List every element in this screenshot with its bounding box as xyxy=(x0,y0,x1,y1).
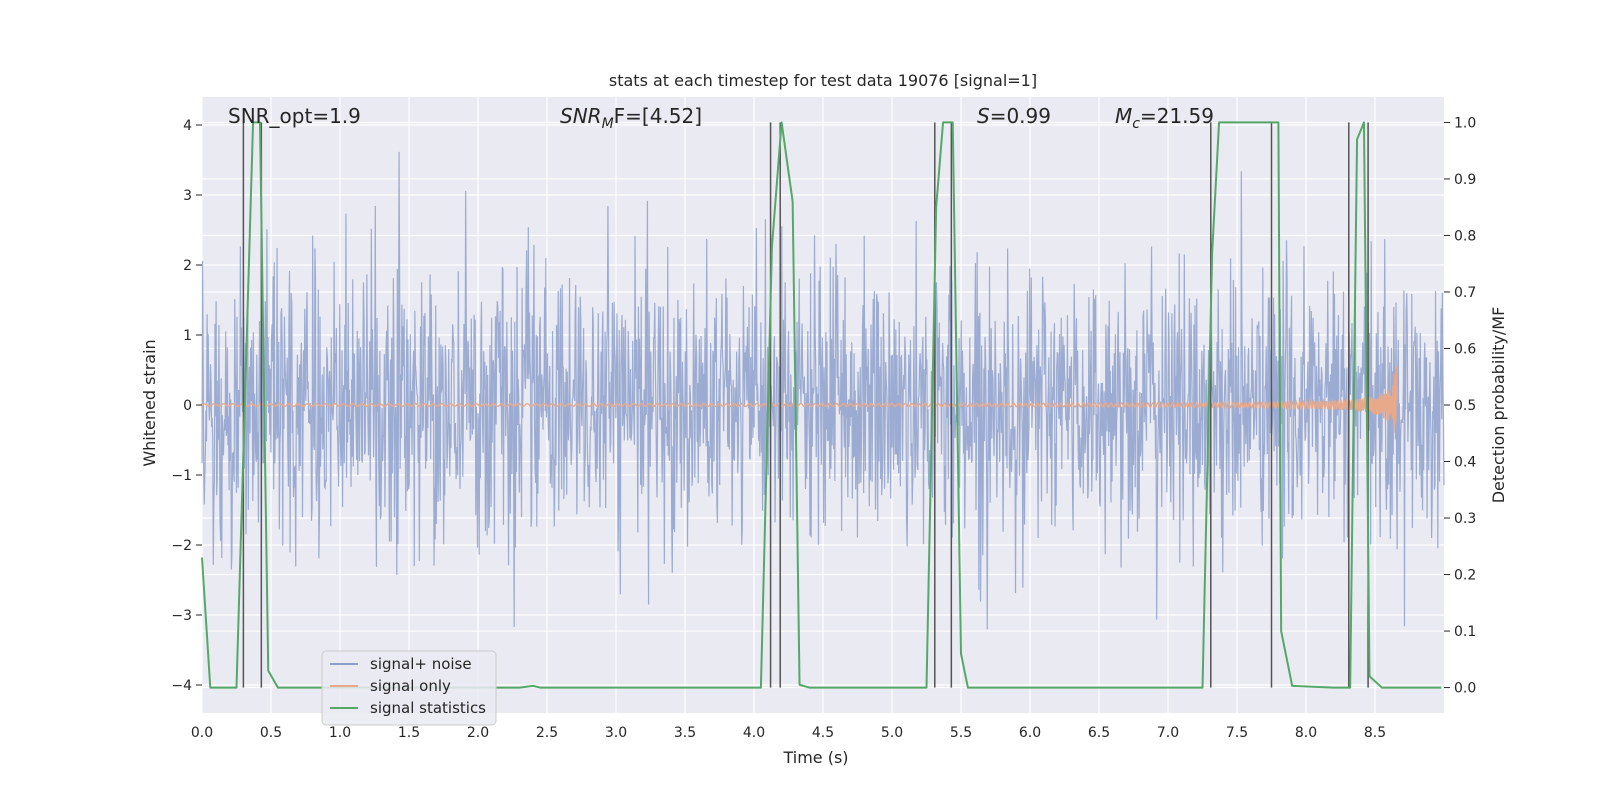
right-y-tick-label: 0.9 xyxy=(1454,172,1476,188)
left-y-tick-label: 1 xyxy=(183,328,192,344)
x-tick-label: 8.0 xyxy=(1295,725,1317,741)
x-tick-label: 5.5 xyxy=(950,725,972,741)
mc-subscript: c xyxy=(1132,116,1140,132)
snr-mf-symbol: SNR xyxy=(560,104,602,128)
right-y-tick-label: 0.0 xyxy=(1454,681,1476,697)
right-y-tick-label: 0.3 xyxy=(1454,511,1476,527)
x-tick-label: 1.0 xyxy=(329,725,351,741)
x-tick-label: 4.5 xyxy=(812,725,834,741)
snr-mf-value: F=[4.52] xyxy=(614,104,702,128)
x-tick-label: 8.5 xyxy=(1364,725,1386,741)
right-y-axis-label: Detection probability/MF xyxy=(1489,307,1508,504)
right-y-tick-label: 0.2 xyxy=(1454,568,1476,584)
legend-label-signal: signal only xyxy=(370,677,451,695)
snr-mf-subscript: M xyxy=(602,116,614,132)
signal-trace xyxy=(201,366,1398,433)
right-y-tick-label: 0.5 xyxy=(1454,398,1476,414)
left-y-tick-label: 3 xyxy=(183,188,192,204)
left-y-tick-label: 2 xyxy=(183,258,192,274)
snr-mf-annotation: SNRMF=[4.52] xyxy=(560,104,702,132)
x-tick-label: 4.0 xyxy=(743,725,765,741)
detection-markers xyxy=(242,122,1369,688)
s-value: =0.99 xyxy=(990,104,1051,128)
right-y-tick-label: 0.8 xyxy=(1454,228,1476,244)
right-y-axis-ticks: 1.0 0.9 0.8 0.7 0.6 0.5 0.4 0.3 0.2 0.1 0.0 xyxy=(1444,115,1476,697)
mc-annotation: Mc=21.59 xyxy=(1115,104,1214,132)
mc-symbol: M xyxy=(1115,104,1132,128)
left-y-tick-label: −2 xyxy=(171,538,192,554)
x-tick-label: 7.0 xyxy=(1157,725,1179,741)
x-tick-label: 0.5 xyxy=(260,725,282,741)
right-y-tick-label: 0.6 xyxy=(1454,341,1476,357)
left-y-axis-ticks: 4 3 2 1 0 −1 −2 −3 −4 xyxy=(171,118,202,694)
s-symbol: S xyxy=(977,104,990,128)
s-annotation: S=0.99 xyxy=(977,104,1051,128)
x-tick-label: 0.0 xyxy=(191,725,213,741)
x-tick-label: 7.5 xyxy=(1226,725,1248,741)
signal-only-series xyxy=(201,366,1398,433)
left-y-tick-label: −3 xyxy=(171,608,192,624)
x-tick-label: 6.5 xyxy=(1088,725,1110,741)
x-tick-label: 3.5 xyxy=(674,725,696,741)
x-tick-label: 2.5 xyxy=(536,725,558,741)
left-y-tick-label: −1 xyxy=(171,468,192,484)
legend-label-statistics: signal statistics xyxy=(370,699,486,717)
noise-trace xyxy=(201,151,1445,630)
left-y-tick-label: 0 xyxy=(183,398,192,414)
left-y-tick-label: −4 xyxy=(171,678,192,694)
mc-value: =21.59 xyxy=(1140,104,1214,128)
snr-opt-annotation: SNR_opt=1.9 xyxy=(228,104,361,128)
x-tick-label: 3.0 xyxy=(605,725,627,741)
signal-noise-series xyxy=(201,151,1445,630)
x-tick-label: 6.0 xyxy=(1019,725,1041,741)
x-tick-label: 2.0 xyxy=(467,725,489,741)
legend: signal+ noise signal only signal statist… xyxy=(321,650,497,726)
x-axis-ticks: 0.0 0.5 1.0 1.5 2.0 2.5 3.0 3.5 4.0 4.5 5.0 5.5 6.0 6… xyxy=(191,725,1386,741)
right-y-tick-label: 0.1 xyxy=(1454,624,1476,640)
right-y-tick-label: 0.4 xyxy=(1454,455,1476,471)
left-y-axis-label: Whitened strain xyxy=(140,339,159,466)
chart-title: stats at each timestep for test data 190… xyxy=(609,71,1037,90)
left-y-tick-label: 4 xyxy=(183,118,192,134)
x-tick-label: 1.5 xyxy=(398,725,420,741)
signal-statistics-series xyxy=(201,121,1442,689)
legend-box xyxy=(321,650,497,726)
x-axis-label: Time (s) xyxy=(782,748,848,767)
x-tick-label: 5.0 xyxy=(881,725,903,741)
statistics-trace xyxy=(201,121,1442,689)
legend-label-noise: signal+ noise xyxy=(370,655,472,673)
right-y-tick-label: 0.7 xyxy=(1454,285,1476,301)
right-y-tick-label: 1.0 xyxy=(1454,115,1476,131)
